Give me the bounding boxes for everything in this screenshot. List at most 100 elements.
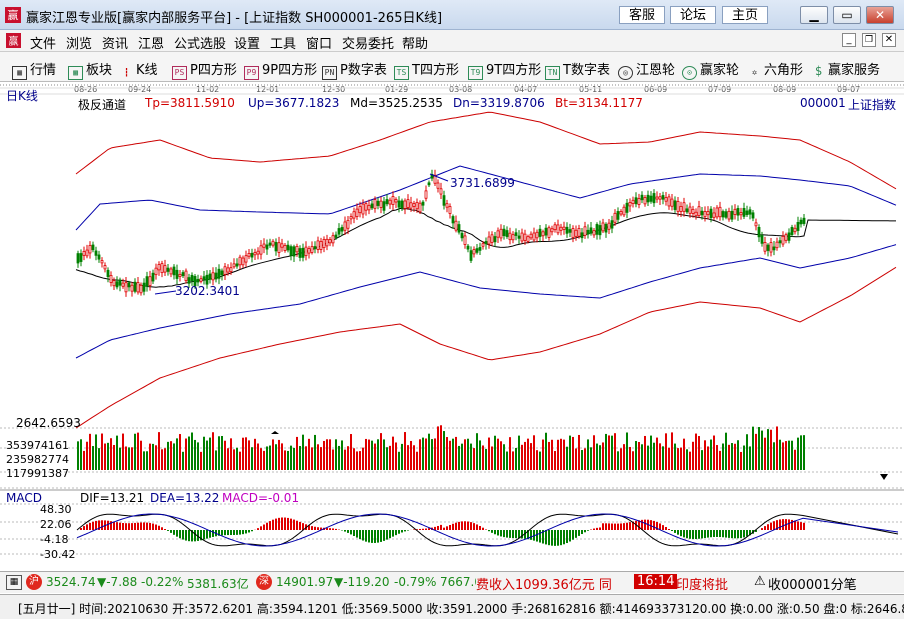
menu-browse[interactable]: 浏览 — [66, 37, 93, 52]
forum-button[interactable]: 论坛 — [670, 6, 716, 24]
calc-icon[interactable]: ▦ — [6, 575, 22, 590]
macd-bar — [635, 520, 637, 530]
candle — [514, 232, 518, 236]
volume-bar — [662, 446, 664, 470]
macd-bar — [767, 524, 769, 530]
toolbar-kline[interactable]: ┇ K线 — [120, 59, 157, 79]
menu-settings[interactable]: 设置 — [234, 37, 261, 52]
candle — [178, 273, 182, 277]
volume-bar — [737, 440, 739, 470]
menu-info[interactable]: 资讯 — [102, 37, 129, 52]
macd-bar — [164, 529, 166, 530]
low-price-mark: 3202.3401 — [175, 284, 240, 298]
close-button[interactable]: ✕ — [866, 6, 894, 24]
menu-gann[interactable]: 江恩 — [138, 37, 165, 52]
volume-bar — [263, 450, 265, 470]
volume-bar — [266, 446, 268, 470]
volume-bar — [524, 441, 526, 470]
volume-bar — [284, 450, 286, 470]
macd-bar — [623, 523, 625, 530]
candle — [490, 234, 494, 243]
candle — [550, 228, 554, 233]
menu-formula-select[interactable]: 公式选股 — [174, 37, 227, 52]
volume-bar — [386, 447, 388, 470]
candle — [391, 196, 395, 205]
macd-bar — [335, 528, 337, 530]
candle — [505, 230, 509, 237]
candle — [760, 235, 764, 244]
volume-bar — [749, 446, 751, 470]
minimize-button[interactable]: ▁ — [800, 6, 828, 24]
stock-code: 000001 — [800, 96, 846, 110]
news-ticker-2[interactable]: 印度将批 — [676, 578, 729, 593]
candle — [346, 219, 350, 229]
menu-help[interactable]: 帮助 — [402, 37, 429, 52]
candle — [529, 233, 533, 239]
expand-arrow-icon[interactable] — [880, 474, 888, 480]
macd-bar — [212, 530, 214, 537]
menu-window[interactable]: 窗口 — [306, 37, 333, 52]
toolbar-winner-service[interactable]: $ 赢家服务 — [812, 59, 880, 78]
candle — [388, 199, 392, 205]
restore-button[interactable]: ▭ — [833, 6, 861, 24]
volume-bar — [674, 443, 676, 470]
macd-bar — [491, 530, 493, 533]
volume-bar — [548, 441, 550, 470]
menu-trade[interactable]: 交易委托 — [342, 37, 395, 52]
sh-index-pct: -0.22% — [141, 575, 184, 589]
mdi-close-button[interactable]: ✕ — [882, 33, 896, 47]
volume-bar — [281, 443, 283, 470]
candle — [565, 226, 569, 234]
candle — [172, 266, 176, 276]
toolbar-p-table[interactable]: PN P数字表 — [322, 59, 387, 80]
macd-bar — [314, 526, 316, 530]
macd-bar — [683, 530, 685, 538]
candle — [103, 265, 107, 270]
kline-chart[interactable]: 08-26 09-24 11-02 12-01 12-30 01-29 03-08 04-07… — [0, 82, 904, 570]
macd-bar — [218, 530, 220, 536]
close-tick-label[interactable]: 收000001分笔 — [768, 578, 857, 593]
volume-bar — [443, 431, 445, 470]
candle — [337, 228, 341, 235]
volume-bar — [134, 433, 136, 470]
customer-service-button[interactable]: 客服 — [619, 6, 665, 24]
menu-file[interactable]: 文件 — [30, 37, 57, 52]
toolbar-p-square[interactable]: PS P四方形 — [172, 59, 237, 80]
volume-bar — [209, 437, 211, 470]
macd-bar — [734, 530, 736, 539]
candle — [631, 199, 635, 204]
app-menu-icon[interactable]: 赢 — [6, 33, 21, 48]
news-ticker[interactable]: 费收入1099.36亿元 同 — [476, 578, 612, 593]
toolbar-sectors[interactable]: ▩ 板块 — [68, 59, 112, 80]
candle — [109, 274, 113, 283]
mdi-restore-button[interactable]: ❐ — [862, 33, 876, 47]
volume-bar — [233, 449, 235, 470]
volume-bar — [470, 443, 472, 470]
volume-bar — [359, 451, 361, 470]
candle — [331, 235, 335, 244]
toolbar-9p-square[interactable]: P9 9P四方形 — [244, 59, 317, 80]
volume-bar — [140, 440, 142, 470]
macd-bar — [761, 528, 763, 530]
toolbar-t-table[interactable]: TN T数字表 — [545, 59, 610, 80]
menu-tools[interactable]: 工具 — [270, 37, 297, 52]
mdi-minimize-button[interactable]: _ — [842, 33, 856, 47]
volume-bar — [506, 451, 508, 470]
toolbar-winner-wheel[interactable]: ⊙ 赢家轮 — [682, 59, 739, 80]
toolbar-gann-wheel[interactable]: ◎ 江恩轮 — [618, 59, 675, 80]
toolbar-hexagon[interactable]: ✡ 六角形 — [748, 59, 803, 79]
toolbar-9t-square[interactable]: T9 9T四方形 — [468, 59, 541, 80]
chart-area[interactable]: 08-26 09-24 11-02 12-01 12-30 01-29 03-08 04-07… — [0, 82, 904, 570]
homepage-button[interactable]: 主页 — [722, 6, 768, 24]
candle — [499, 228, 503, 239]
macd-bar — [293, 519, 295, 530]
volume-bar — [620, 448, 622, 470]
volume-bar — [92, 446, 94, 470]
candle — [199, 278, 203, 282]
period-label: 日K线 — [6, 89, 38, 103]
toolbar-t-square[interactable]: TS T四方形 — [394, 59, 459, 80]
macd-bar — [560, 530, 562, 546]
candle — [268, 242, 272, 246]
candle — [664, 197, 668, 202]
toolbar-quotes[interactable]: ▦ 行情 — [12, 59, 56, 80]
